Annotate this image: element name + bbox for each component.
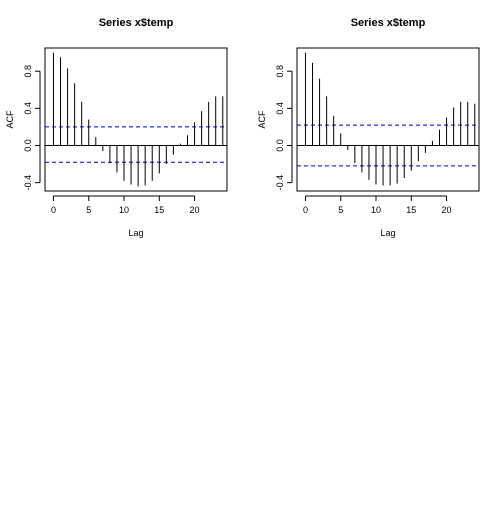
y-tick-label: -0.4: [23, 175, 33, 191]
y-tick-label: 0.8: [275, 65, 285, 78]
plot-frame: [44, 47, 228, 192]
y-tick-label: 0.0: [23, 139, 33, 152]
chart-title: Series x$temp: [351, 17, 426, 29]
chart-title: Series x$temp: [99, 17, 174, 29]
x-axis-label: Lag: [380, 228, 395, 238]
acf-chart-1: Series x$temp 0 5 10 15 20 -0.4 0.0 0.4 0.8 Lag ACF: [5, 17, 228, 238]
x-tick-label: 0: [303, 205, 308, 215]
x-tick-label: 10: [371, 205, 381, 215]
x-tick-label: 5: [338, 205, 343, 215]
y-tick-label: 0.4: [23, 102, 33, 115]
acf-chart-2: Series x$temp 0 5 10 15 20 -0.4 0.0 0.4 0.8 Lag ACF: [257, 17, 480, 238]
x-tick-label: 5: [86, 205, 91, 215]
y-tick-label: 0.0: [275, 139, 285, 152]
y-tick-label: 0.8: [23, 65, 33, 78]
x-axis-label: Lag: [128, 228, 143, 238]
y-axis-label: ACF: [5, 110, 15, 129]
x-tick-label: 10: [119, 205, 129, 215]
x-tick-label: 0: [51, 205, 56, 215]
x-tick-label: 20: [442, 205, 452, 215]
y-tick-label: -0.4: [275, 175, 285, 191]
x-tick-label: 15: [154, 205, 164, 215]
y-tick-label: 0.4: [275, 102, 285, 115]
y-axis-label: ACF: [257, 110, 267, 129]
x-tick-label: 20: [190, 205, 200, 215]
x-tick-label: 15: [406, 205, 416, 215]
plot-frame: [296, 47, 480, 192]
